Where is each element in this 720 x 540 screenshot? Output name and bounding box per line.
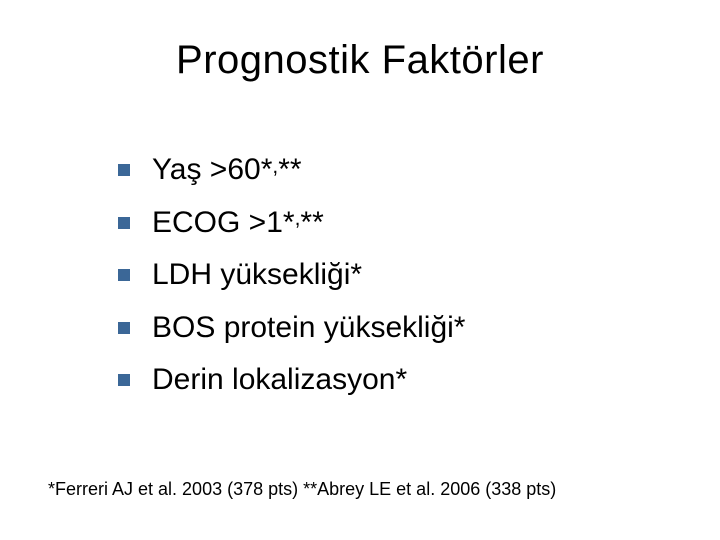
bullet-text-post: ** — [300, 206, 323, 239]
bullet-text-post: ** — [278, 153, 301, 186]
bullet-marker-icon — [118, 269, 130, 281]
bullet-text: Derin lokalizasyon* — [152, 360, 407, 401]
list-item: LDH yüksekliği* — [118, 255, 658, 296]
bullet-marker-icon — [118, 374, 130, 386]
bullet-marker-icon — [118, 164, 130, 176]
bullet-marker-icon — [118, 322, 130, 334]
list-item: ECOG >1*,** — [118, 203, 658, 244]
bullet-text: LDH yüksekliği* — [152, 255, 362, 296]
bullet-text-pre: Yaş >60* — [152, 153, 272, 186]
bullet-sup: , — [295, 207, 301, 230]
bullet-text: BOS protein yüksekliği* — [152, 308, 465, 349]
slide-container: Prognostik Faktörler Yaş >60*,** ECOG >1… — [0, 0, 720, 540]
list-item: BOS protein yüksekliği* — [118, 308, 658, 349]
bullet-list: Yaş >60*,** ECOG >1*,** LDH yüksekliği* … — [118, 150, 658, 413]
bullet-text: ECOG >1*,** — [152, 203, 324, 244]
footnote-text: *Ferreri AJ et al. 2003 (378 pts) **Abre… — [48, 479, 556, 500]
list-item: Derin lokalizasyon* — [118, 360, 658, 401]
slide-title: Prognostik Faktörler — [0, 38, 720, 83]
bullet-text-pre: LDH yüksekliği* — [152, 258, 362, 291]
bullet-text-pre: Derin lokalizasyon* — [152, 363, 407, 396]
bullet-sup: , — [272, 155, 278, 178]
bullet-text-pre: BOS protein yüksekliği* — [152, 311, 465, 344]
bullet-text: Yaş >60*,** — [152, 150, 302, 191]
bullet-text-pre: ECOG >1* — [152, 206, 295, 239]
bullet-marker-icon — [118, 217, 130, 229]
list-item: Yaş >60*,** — [118, 150, 658, 191]
